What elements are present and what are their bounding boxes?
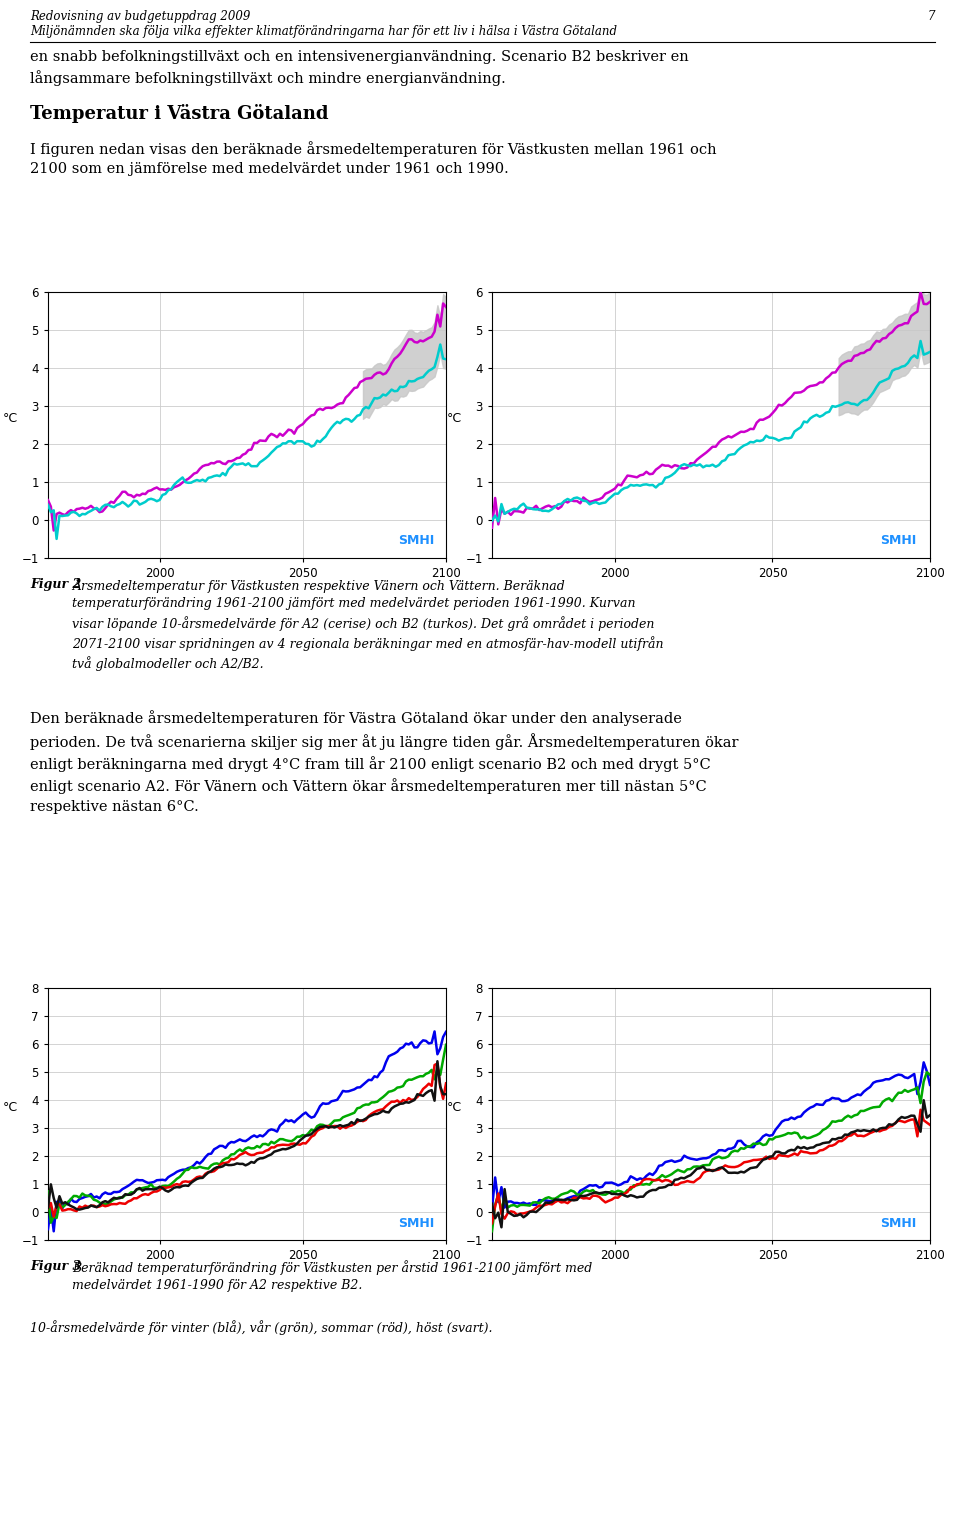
Text: Figur 3: Figur 3 xyxy=(30,1260,82,1273)
Text: Miljönämnden ska följa vilka effekter klimatförändringarna har för ett liv i häl: Miljönämnden ska följa vilka effekter kl… xyxy=(30,25,617,38)
Text: Redovisning av budgetuppdrag 2009: Redovisning av budgetuppdrag 2009 xyxy=(30,11,251,23)
Text: Beräknad temperaturförändring för Västkusten per årstid 1961-2100 jämfört med
me: Beräknad temperaturförändring för Västku… xyxy=(72,1260,592,1293)
Text: Årsmedeltemperatur för Västkusten respektive Vänern och Vättern. Beräknad
temper: Årsmedeltemperatur för Västkusten respek… xyxy=(72,578,663,672)
Text: I figuren nedan visas den beräknade årsmedeltemperaturen för Västkusten mellan 1: I figuren nedan visas den beräknade årsm… xyxy=(30,141,716,177)
Text: Temperatur i Västra Götaland: Temperatur i Västra Götaland xyxy=(30,105,328,123)
Text: en snabb befolkningstillväxt och en intensivenergianvändning. Scenario B2 beskri: en snabb befolkningstillväxt och en inte… xyxy=(30,51,688,86)
Y-axis label: °C: °C xyxy=(446,412,462,426)
Text: 7: 7 xyxy=(927,11,935,23)
Text: SMHI: SMHI xyxy=(397,535,434,547)
Text: Figur 2: Figur 2 xyxy=(30,578,82,592)
Text: SMHI: SMHI xyxy=(880,535,917,547)
Y-axis label: °C: °C xyxy=(2,1100,17,1114)
Text: 10-årsmedelvärde för vinter (blå), vår (grön), sommar (röd), höst (svart).: 10-årsmedelvärde för vinter (blå), vår (… xyxy=(30,1320,492,1334)
Text: SMHI: SMHI xyxy=(880,1217,917,1230)
Y-axis label: °C: °C xyxy=(2,412,17,426)
Text: Den beräknade årsmedeltemperaturen för Västra Götaland ökar under den analyserad: Den beräknade årsmedeltemperaturen för V… xyxy=(30,710,738,813)
Text: SMHI: SMHI xyxy=(397,1217,434,1230)
Y-axis label: °C: °C xyxy=(446,1100,462,1114)
